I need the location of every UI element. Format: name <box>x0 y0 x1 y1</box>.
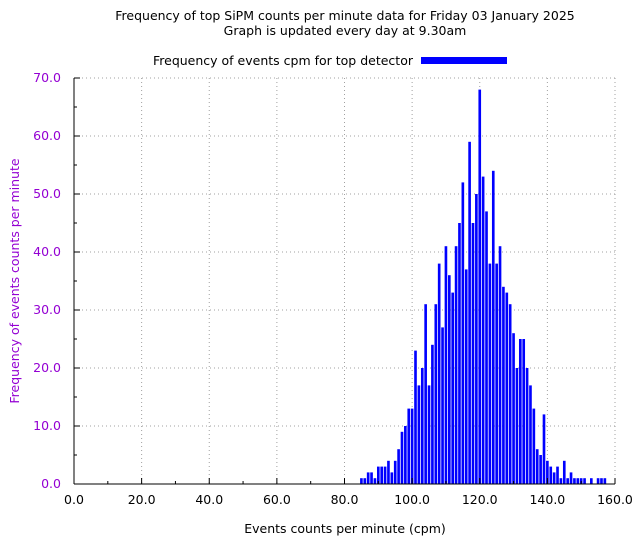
y-axis-label: Frequency of events counts per minute <box>7 158 22 404</box>
bar <box>590 478 593 484</box>
bar <box>461 182 465 484</box>
x-tick-label: 60.0 <box>263 492 291 507</box>
chart-title-line-1: Frequency of top SiPM counts per minute … <box>115 8 574 23</box>
bar <box>407 408 411 484</box>
x-tick-label: 140.0 <box>529 492 565 507</box>
bars <box>360 89 607 485</box>
x-tick-label: 100.0 <box>394 492 430 507</box>
bar <box>478 89 482 484</box>
bar <box>542 414 546 484</box>
bar <box>380 466 384 484</box>
bar <box>363 478 367 484</box>
bar <box>448 275 451 484</box>
bar <box>573 478 576 484</box>
bar <box>502 286 505 484</box>
legend: Frequency of events cpm for top detector <box>153 53 507 68</box>
bar <box>417 385 421 484</box>
bar <box>519 339 522 484</box>
bar <box>505 292 509 484</box>
chart-title-line-2: Graph is updated every day at 9.30am <box>224 23 467 38</box>
bar <box>464 269 468 484</box>
bar <box>400 431 404 484</box>
x-axis-label: Events counts per minute (cpm) <box>244 521 446 536</box>
bar <box>485 211 488 484</box>
bar <box>441 327 444 484</box>
x-tick-label: 20.0 <box>128 492 156 507</box>
bar <box>414 350 417 484</box>
bar <box>498 246 502 484</box>
bar <box>427 385 431 484</box>
bar <box>434 304 438 484</box>
x-tick-label: 40.0 <box>195 492 223 507</box>
bar <box>539 455 542 484</box>
bar <box>376 466 380 484</box>
y-tick-label: 30.0 <box>33 302 61 317</box>
x-tick-label: 80.0 <box>331 492 359 507</box>
y-tick-label: 70.0 <box>33 70 61 85</box>
bar <box>576 478 580 484</box>
x-tick-label: 160.0 <box>597 492 633 507</box>
bar <box>424 304 427 484</box>
bar <box>471 223 475 484</box>
bar <box>512 333 515 484</box>
tick-labels: 0.0 20.0 40.0 60.0 80.0 100.0 120.0 140.0 160.0 0… <box>33 70 633 507</box>
legend-label: Frequency of events cpm for top detector <box>153 53 414 68</box>
bar <box>451 292 455 484</box>
bar <box>596 478 600 484</box>
bar <box>410 408 414 484</box>
bar <box>566 478 569 484</box>
x-tick-label: 120.0 <box>462 492 498 507</box>
bar <box>444 246 448 484</box>
bar <box>468 141 471 485</box>
bar <box>397 449 400 484</box>
bar <box>549 466 553 484</box>
bar <box>390 472 394 484</box>
bar <box>529 385 532 484</box>
bar <box>393 460 397 484</box>
x-tick-label: 0.0 <box>64 492 84 507</box>
bar <box>454 246 458 484</box>
bar <box>366 472 370 484</box>
bar <box>420 368 424 484</box>
bar <box>404 426 407 484</box>
legend-swatch <box>421 57 507 64</box>
bar <box>488 263 492 484</box>
y-tick-label: 60.0 <box>33 128 61 143</box>
bar <box>481 176 485 484</box>
y-tick-label: 50.0 <box>33 186 61 201</box>
bar <box>360 478 363 484</box>
bar <box>373 478 377 484</box>
bar <box>525 368 529 484</box>
y-tick-label: 40.0 <box>33 244 61 259</box>
bar <box>522 339 526 484</box>
bar <box>458 223 461 484</box>
bar <box>535 449 539 484</box>
bar <box>370 472 373 484</box>
bar <box>475 194 478 484</box>
bar <box>562 460 566 484</box>
bar <box>552 472 556 484</box>
bar <box>508 304 512 484</box>
y-tick-label: 10.0 <box>33 418 61 433</box>
y-tick-label: 0.0 <box>41 476 61 491</box>
bar <box>569 472 573 484</box>
bar <box>383 466 387 484</box>
bar <box>495 263 498 484</box>
bar <box>546 460 549 484</box>
bar <box>532 408 536 484</box>
bar <box>600 478 603 484</box>
y-tick-label: 20.0 <box>33 360 61 375</box>
axes <box>73 77 616 485</box>
bar <box>431 344 434 484</box>
bar <box>387 460 390 484</box>
bar <box>556 466 559 484</box>
bar <box>559 478 563 484</box>
bar <box>491 170 495 485</box>
bar <box>437 263 441 484</box>
bar <box>603 478 607 484</box>
bar <box>583 478 586 484</box>
bar <box>515 368 519 484</box>
